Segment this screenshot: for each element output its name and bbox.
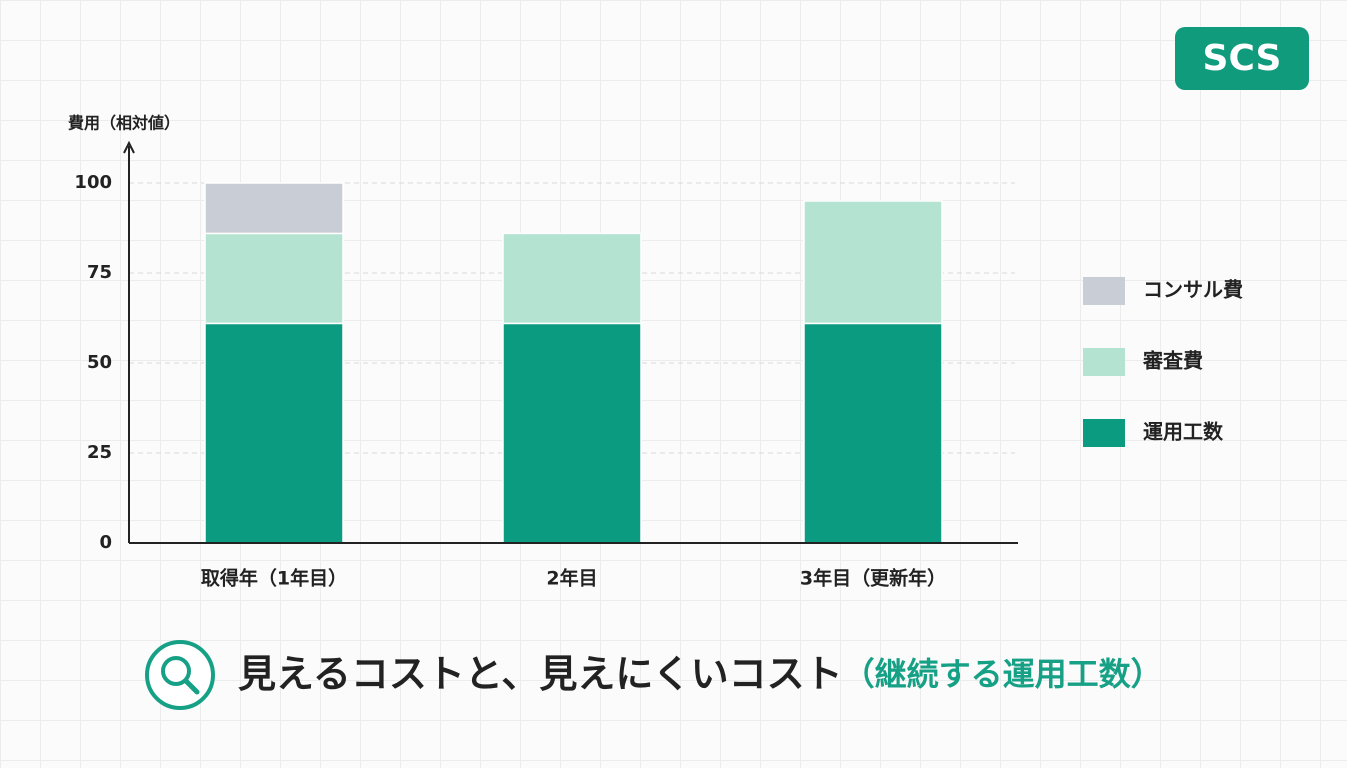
bar-segment bbox=[502, 232, 642, 325]
bar-segment bbox=[204, 232, 344, 325]
search-icon bbox=[145, 640, 215, 710]
caption: 見えるコストと、見えにくいコスト（継続する運用工数） bbox=[238, 652, 1163, 696]
bar-segment bbox=[204, 322, 344, 544]
caption-main: 見えるコストと、見えにくいコスト bbox=[238, 652, 843, 696]
bar-segment bbox=[502, 322, 642, 544]
y-axis-label: 費用（相対値） bbox=[68, 114, 180, 133]
badge-bg bbox=[1175, 27, 1309, 90]
x-tick-label: 3年目（更新年） bbox=[800, 567, 946, 590]
bar-segment bbox=[204, 182, 344, 235]
legend-label: 運用工数 bbox=[1143, 420, 1224, 444]
legend-swatch bbox=[1083, 348, 1125, 376]
y-tick-label: 100 bbox=[74, 172, 112, 193]
x-tick-label: 取得年（1年目） bbox=[201, 567, 347, 590]
legend-label: 審査費 bbox=[1142, 349, 1203, 373]
y-tick-label: 25 bbox=[87, 442, 112, 463]
y-tick-label: 75 bbox=[87, 262, 112, 283]
y-axis-arrow bbox=[123, 140, 135, 154]
badge: SCS bbox=[1203, 38, 1282, 79]
bar-segment bbox=[803, 322, 943, 544]
legend-swatch bbox=[1083, 277, 1125, 305]
y-tick-label: 0 bbox=[99, 532, 112, 553]
caption-note: （継続する運用工数） bbox=[843, 655, 1163, 693]
legend-label: コンサル費 bbox=[1143, 278, 1243, 302]
search-icon-handle bbox=[183, 678, 200, 695]
bar-segment bbox=[803, 200, 943, 325]
search-icon-lens bbox=[161, 656, 191, 686]
legend-swatch bbox=[1083, 419, 1125, 447]
x-tick-label: 2年目 bbox=[546, 567, 597, 590]
y-tick-label: 50 bbox=[87, 352, 112, 373]
